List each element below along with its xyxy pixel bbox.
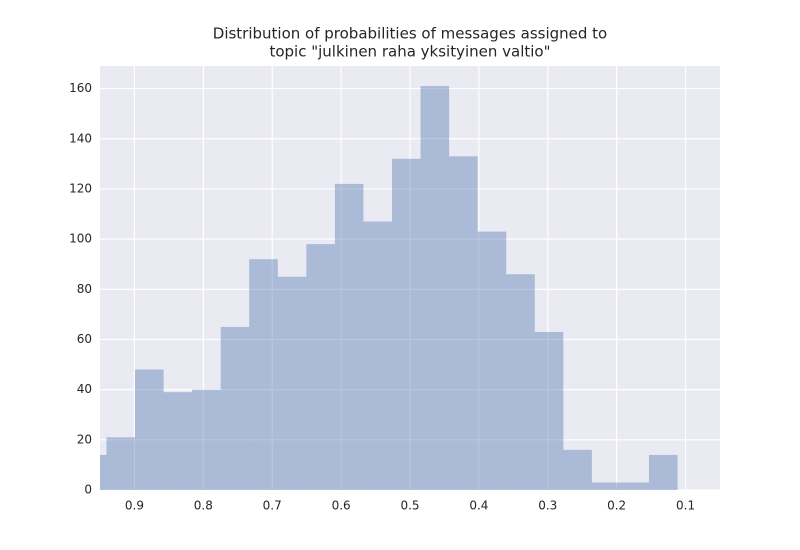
bars xyxy=(100,86,678,490)
x-tick-label: 0.3 xyxy=(538,499,557,513)
bar xyxy=(334,183,364,490)
x-tick-label: 0.1 xyxy=(676,499,695,513)
bar xyxy=(534,331,564,490)
bar xyxy=(591,482,621,490)
bar xyxy=(620,482,649,490)
y-tick-label: 40 xyxy=(77,382,92,396)
chart-title: Distribution of probabilities of message… xyxy=(213,25,607,43)
bar xyxy=(134,369,164,490)
y-tick-label: 60 xyxy=(77,332,92,346)
y-tick-label: 20 xyxy=(77,432,92,446)
bar xyxy=(392,158,421,490)
y-tick-label: 100 xyxy=(69,232,92,246)
bar xyxy=(220,326,250,490)
x-tick-label: 0.5 xyxy=(400,499,419,513)
x-tick-label: 0.4 xyxy=(469,499,488,513)
x-tick-label: 0.9 xyxy=(125,499,144,513)
x-tick-label: 0.7 xyxy=(263,499,282,513)
bar xyxy=(363,221,393,490)
chart-title: topic "julkinen raha yksityinen valtio" xyxy=(269,43,550,61)
bar xyxy=(420,86,450,490)
x-tick-label: 0.2 xyxy=(607,499,626,513)
y-tick-label: 160 xyxy=(69,81,92,95)
bar xyxy=(506,274,535,490)
bar xyxy=(163,392,193,490)
x-tick-label: 0.8 xyxy=(194,499,213,513)
bar xyxy=(449,156,478,490)
grid xyxy=(100,66,720,491)
bar xyxy=(249,259,278,490)
y-tick-label: 120 xyxy=(69,181,92,195)
bar xyxy=(477,231,507,490)
bar xyxy=(100,454,107,490)
bar xyxy=(563,449,592,490)
x-tick-label: 0.6 xyxy=(332,499,351,513)
bar xyxy=(192,389,221,490)
bar xyxy=(277,276,307,490)
y-tick-label: 80 xyxy=(77,282,92,296)
y-tick-label: 140 xyxy=(69,131,92,145)
bar xyxy=(648,454,678,490)
y-tick-label: 0 xyxy=(84,483,92,497)
bar xyxy=(106,437,135,490)
bar xyxy=(306,244,335,490)
